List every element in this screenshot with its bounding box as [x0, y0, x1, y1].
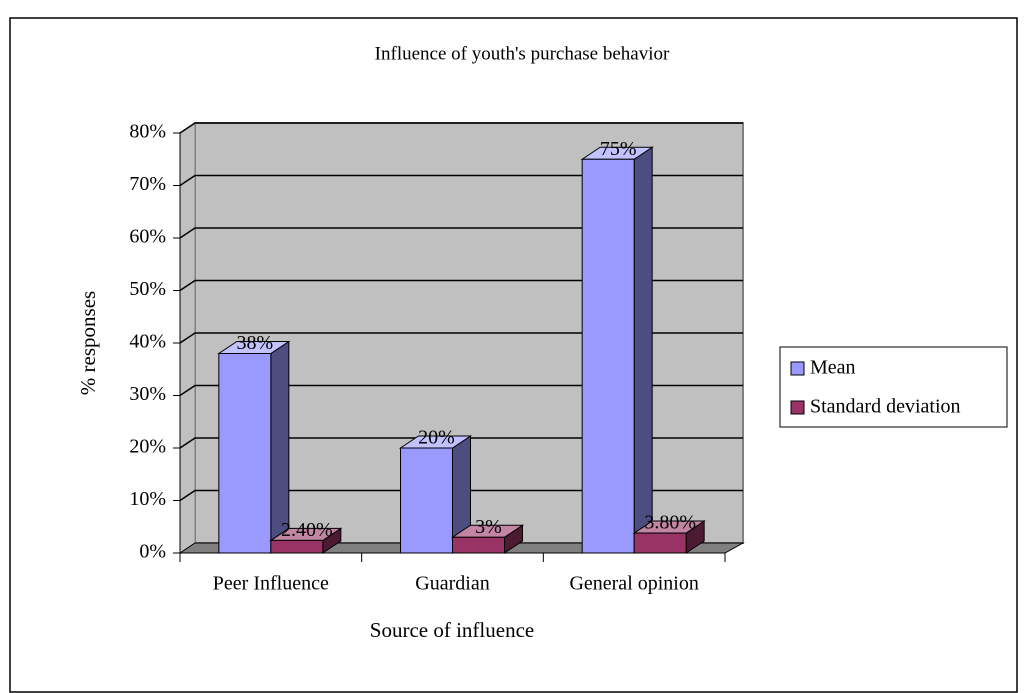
legend-swatch — [790, 400, 805, 415]
y-tick-label: 60% — [129, 226, 166, 248]
grid-line — [179, 384, 743, 397]
grid-line — [179, 174, 743, 187]
legend-label: Mean — [810, 357, 856, 379]
y-tick-label: 70% — [129, 173, 166, 195]
y-tick-label: 80% — [129, 121, 166, 143]
grid-line — [179, 279, 743, 292]
grid-line — [179, 332, 743, 344]
grid-line — [179, 227, 743, 239]
chart-title: Influence of youth's purchase behavior — [375, 43, 670, 64]
y-axis-label: % responses — [76, 291, 100, 395]
grid-line — [179, 489, 743, 502]
value-label: 75% — [600, 138, 637, 160]
bar — [452, 536, 505, 554]
value-label: 3% — [475, 516, 502, 538]
y-tick-label: 50% — [129, 278, 166, 300]
bar — [581, 158, 635, 554]
grid-line — [179, 122, 743, 134]
y-tick-label: 10% — [129, 488, 166, 510]
y-tick-label: 0% — [139, 541, 166, 563]
bar — [633, 532, 687, 554]
value-label: 38% — [236, 332, 273, 354]
value-label: 20% — [418, 427, 455, 449]
x-tick-label: General opinion — [569, 573, 698, 595]
legend-swatch — [790, 361, 805, 376]
bar — [270, 539, 324, 554]
value-label: 3.80% — [644, 512, 696, 534]
bar — [400, 447, 453, 554]
legend-box — [779, 346, 1008, 428]
x-tick-label: Guardian — [415, 573, 489, 595]
bar — [218, 353, 272, 554]
grid-line — [179, 437, 743, 449]
legend-label: Standard deviation — [810, 396, 961, 418]
bar-side — [633, 146, 653, 554]
x-axis-label: Source of influence — [370, 618, 534, 642]
x-tick-label: Peer Influence — [213, 573, 329, 595]
y-tick-label: 40% — [129, 331, 166, 353]
y-tick-label: 20% — [129, 436, 166, 458]
y-tick-label: 30% — [129, 383, 166, 405]
value-label: 2.40% — [281, 519, 333, 541]
